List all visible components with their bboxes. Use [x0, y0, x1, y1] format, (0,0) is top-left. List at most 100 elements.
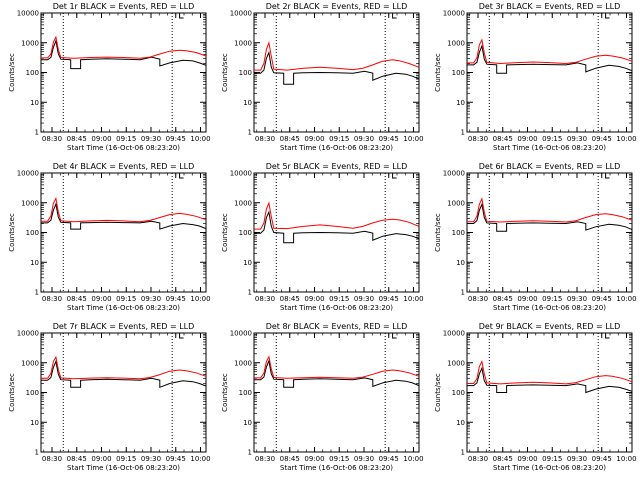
series-line-lld — [41, 355, 207, 380]
series-line-events — [467, 202, 633, 232]
x-tick-label: 08:30 — [255, 135, 275, 143]
y-tick-label: 10 — [456, 99, 465, 107]
x-axis-label: Start Time (16-Oct-06 08:23:20) — [280, 144, 393, 152]
y-tick-label: 1000 — [21, 359, 39, 367]
x-tick-label: 09:00 — [91, 455, 111, 463]
y-tick-label: 100 — [239, 389, 252, 397]
x-axis-label: Start Time (16-Oct-06 08:23:20) — [67, 464, 180, 472]
x-tick-label: 08:45 — [67, 135, 87, 143]
y-tick-label: 100 — [239, 229, 252, 237]
y-tick-label: 100 — [452, 69, 465, 77]
chart-title: Det 3r BLACK = Events, RED = LLD — [479, 2, 621, 11]
x-tick-label: 09:30 — [354, 135, 374, 143]
y-tick-label: 100 — [452, 229, 465, 237]
plot-frame — [40, 172, 207, 293]
y-tick-label: 1000 — [447, 39, 465, 47]
x-tick-label: 08:45 — [67, 295, 87, 303]
series-line-events — [254, 359, 420, 388]
series-line-events — [41, 39, 207, 70]
x-tick-label: 10:00 — [403, 295, 423, 303]
x-tick-label: 10:00 — [616, 295, 636, 303]
x-tick-label: 09:30 — [354, 295, 374, 303]
chart-title: Det 5r BLACK = Events, RED = LLD — [266, 162, 408, 171]
x-tick-label: 09:15 — [542, 455, 562, 463]
top-marker — [179, 13, 184, 19]
series-line-lld — [41, 35, 207, 59]
x-tick-label: 09:45 — [379, 455, 399, 463]
x-tick-label: 08:45 — [280, 135, 300, 143]
chart-panel-5: Det 5r BLACK = Events, RED = LLD 1 10 100 10… — [221, 162, 424, 312]
series-line-lld — [254, 201, 420, 230]
x-tick-label: 09:45 — [166, 135, 186, 143]
x-tick-label: 08:30 — [255, 295, 275, 303]
x-tick-label: 09:45 — [379, 295, 399, 303]
x-tick-label: 08:30 — [468, 455, 488, 463]
y-tick-label: 1000 — [447, 359, 465, 367]
y-axis-label: Counts/sec — [8, 373, 16, 412]
series-line-events — [467, 44, 633, 74]
y-tick-label: 10 — [243, 99, 252, 107]
x-tick-label: 09:15 — [329, 455, 349, 463]
x-tick-label: 08:45 — [280, 295, 300, 303]
chart-title: Det 8r BLACK = Events, RED = LLD — [266, 322, 408, 331]
x-tick-label: 09:45 — [166, 295, 186, 303]
chart-panel-1: Det 1r BLACK = Events, RED = LLD 1 10 100 10… — [8, 2, 211, 152]
x-tick-label: 09:00 — [304, 295, 324, 303]
x-tick-label: 08:45 — [493, 135, 513, 143]
chart-title: Det 2r BLACK = Events, RED = LLD — [266, 2, 408, 11]
x-tick-label: 09:15 — [116, 295, 136, 303]
plot-frame — [466, 332, 633, 453]
x-tick-label: 09:00 — [517, 295, 537, 303]
y-axis-label: Counts/sec — [434, 373, 442, 412]
series-line-events — [41, 359, 207, 389]
y-tick-label: 1000 — [234, 199, 252, 207]
x-axis-label: Start Time (16-Oct-06 08:23:20) — [493, 144, 606, 152]
top-marker — [605, 13, 610, 19]
plot-frame — [40, 12, 207, 133]
x-tick-label: 08:45 — [493, 295, 513, 303]
chart-panel-7: Det 7r BLACK = Events, RED = LLD 1 10 100 10… — [8, 322, 211, 472]
y-tick-label: 10 — [30, 259, 39, 267]
series-line-lld — [254, 40, 420, 71]
y-tick-label: 10 — [456, 419, 465, 427]
chart-panel-3: Det 3r BLACK = Events, RED = LLD 1 10 100 10… — [434, 2, 637, 152]
top-marker — [179, 333, 184, 339]
x-tick-label: 09:15 — [329, 135, 349, 143]
y-tick-label: 10000 — [17, 330, 39, 338]
y-tick-label: 1000 — [21, 199, 39, 207]
x-tick-label: 10:00 — [616, 135, 636, 143]
top-marker — [392, 333, 397, 339]
x-tick-label: 08:30 — [255, 455, 275, 463]
x-tick-label: 08:30 — [468, 135, 488, 143]
chart-panel-8: Det 8r BLACK = Events, RED = LLD 1 10 100 10… — [221, 322, 424, 472]
y-tick-label: 100 — [452, 389, 465, 397]
y-tick-label: 10 — [243, 419, 252, 427]
x-tick-label: 09:30 — [567, 455, 587, 463]
y-tick-label: 10 — [30, 419, 39, 427]
x-tick-label: 09:00 — [517, 455, 537, 463]
top-marker — [392, 173, 397, 179]
y-tick-label: 10000 — [443, 10, 465, 18]
chart-title: Det 4r BLACK = Events, RED = LLD — [53, 162, 195, 171]
y-tick-label: 1 — [248, 129, 252, 137]
y-tick-label: 10000 — [443, 330, 465, 338]
y-axis-label: Counts/sec — [221, 53, 229, 92]
y-tick-label: 10000 — [17, 170, 39, 178]
x-tick-label: 09:00 — [304, 135, 324, 143]
x-tick-label: 08:30 — [42, 295, 62, 303]
x-axis-label: Start Time (16-Oct-06 08:23:20) — [280, 304, 393, 312]
x-tick-label: 10:00 — [190, 455, 210, 463]
y-axis-label: Counts/sec — [8, 53, 16, 92]
plot-frame — [466, 12, 633, 133]
x-tick-label: 08:30 — [42, 135, 62, 143]
series-line-events — [41, 202, 207, 230]
y-tick-label: 1 — [35, 129, 39, 137]
x-tick-label: 09:45 — [166, 455, 186, 463]
x-tick-label: 09:30 — [141, 135, 161, 143]
y-tick-label: 100 — [239, 69, 252, 77]
y-tick-label: 10000 — [230, 10, 252, 18]
chart-panel-9: Det 9r BLACK = Events, RED = LLD 1 10 100 10… — [434, 322, 637, 472]
y-tick-label: 10 — [30, 99, 39, 107]
series-line-lld — [467, 359, 633, 385]
x-tick-label: 09:00 — [304, 455, 324, 463]
